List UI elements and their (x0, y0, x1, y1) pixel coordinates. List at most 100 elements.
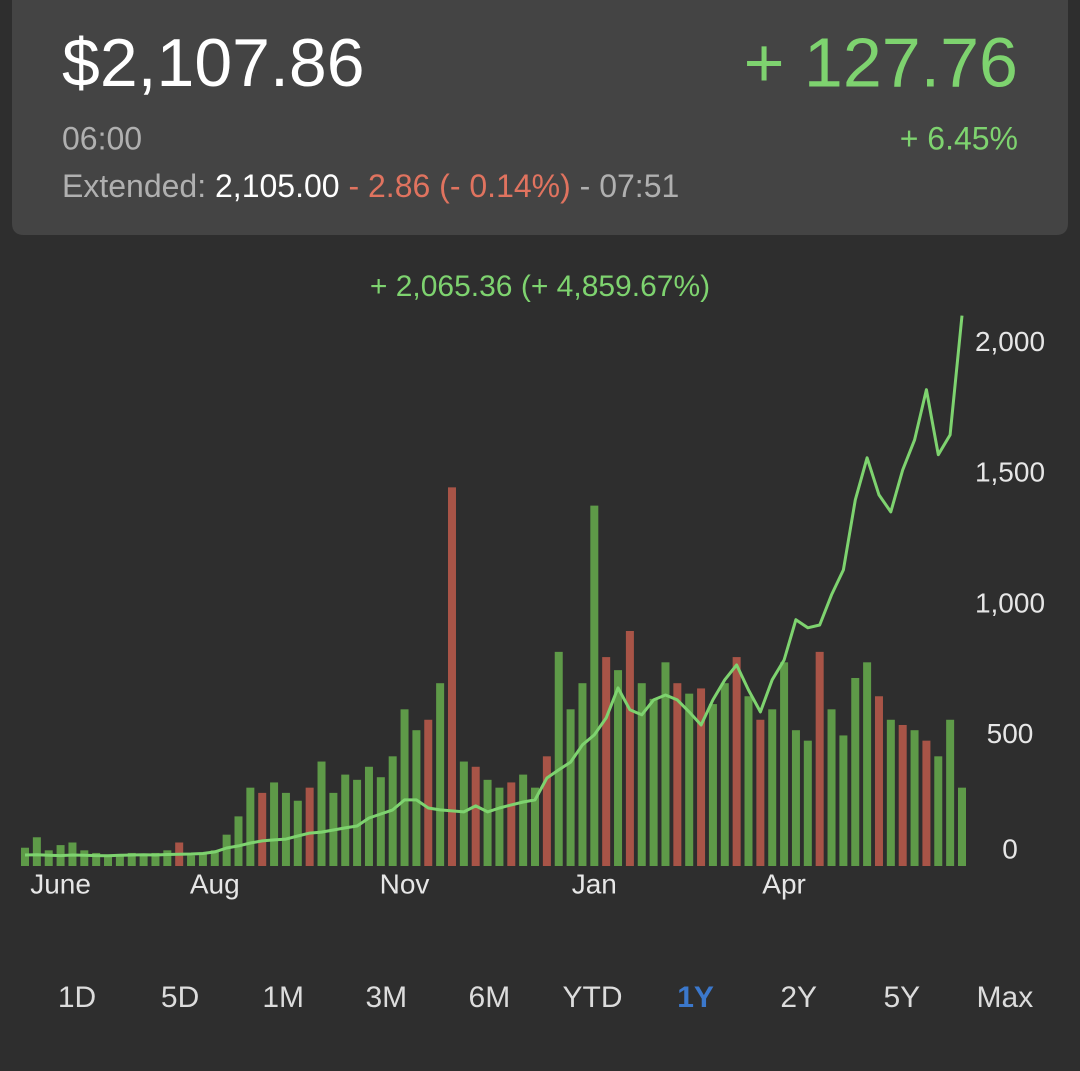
volume-bar (756, 719, 765, 866)
volume-bar (578, 683, 587, 866)
header-card (12, 0, 1068, 235)
volume-bar (791, 730, 800, 866)
volume-bar (270, 782, 279, 866)
volume-bar (305, 787, 314, 866)
range-button[interactable]: 5D (161, 981, 199, 1014)
x-tick-label: Aug (190, 868, 240, 899)
range-button[interactable]: 1D (58, 981, 96, 1014)
volume-bar (839, 735, 848, 866)
volume-bar (958, 787, 966, 866)
volume-bar (874, 696, 883, 866)
volume-bar (614, 670, 623, 866)
volume-bar (886, 719, 895, 866)
volume-bar (471, 766, 480, 866)
volume-bar (744, 696, 753, 866)
volume-bar (44, 850, 53, 866)
range-button[interactable]: Max (977, 981, 1034, 1014)
range-button[interactable]: YTD (563, 981, 623, 1014)
x-tick-label: Nov (380, 868, 430, 899)
volume-bar (234, 816, 243, 866)
volume-bar (803, 740, 812, 866)
volume-bar (768, 709, 777, 866)
volume-bar (910, 730, 919, 866)
volume-bar (317, 761, 326, 866)
range-button[interactable]: 5Y (883, 981, 920, 1014)
volume-bar (222, 834, 231, 866)
change: + 127.76 (744, 23, 1018, 101)
volume-bar (946, 719, 955, 866)
volume-bar (104, 855, 113, 866)
volume-bar (507, 782, 516, 866)
plot: 0 500 1,000 1,500 2,000 June Aug Nov Jan Apr (21, 315, 1045, 899)
range-button[interactable]: 1M (262, 981, 304, 1014)
range-button[interactable]: 2Y (780, 981, 817, 1014)
volume-bar (246, 787, 255, 866)
y-tick-label: 500 (987, 718, 1034, 749)
range-button[interactable]: 3M (365, 981, 407, 1014)
extended-label: Extended: (62, 168, 206, 204)
volume-bar (554, 651, 563, 866)
volume-bar (898, 724, 907, 866)
y-tick-label: 1,500 (975, 457, 1045, 488)
volume-bar (92, 852, 101, 866)
y-tick-label: 2,000 (975, 326, 1045, 357)
volume-bar (187, 855, 196, 866)
x-tick-label: Jan (572, 868, 617, 899)
range-selector: 1D 5D 1M 3M 6M YTD 1Y 2Y 5Y Max (58, 981, 1033, 1014)
volume-bar (649, 698, 658, 866)
volume-bar (685, 693, 694, 866)
volume-bar (341, 774, 350, 866)
volume-bar (602, 657, 611, 866)
volume-bar (495, 787, 504, 866)
volume-bar (815, 651, 824, 866)
volume-bar (21, 847, 29, 866)
volume-bar (293, 800, 302, 866)
volume-bar (198, 852, 207, 866)
volume-bar (851, 677, 860, 866)
volume-bar (625, 630, 634, 866)
volume-bar (115, 854, 124, 866)
volume-bar (210, 850, 219, 866)
volume-bar (697, 688, 706, 866)
extended-price: 2,105.00 (215, 168, 340, 204)
change-percent: + 6.45% (900, 120, 1018, 156)
time: 06:00 (62, 120, 142, 156)
period-change: + 2,065.36 (+ 4,859.67%) (370, 270, 710, 303)
volume-bar (827, 709, 836, 866)
volume-bar (459, 761, 468, 866)
volume-bar (531, 787, 540, 866)
volume-bar (376, 777, 385, 866)
x-tick-label: June (30, 868, 91, 899)
volume-bar (400, 709, 409, 866)
volume-bar (720, 683, 729, 866)
volume-bar (139, 855, 148, 866)
price-line (24, 315, 964, 858)
volume-bar (590, 505, 599, 866)
volume-bar (281, 792, 290, 866)
volume-bar (151, 852, 160, 866)
x-tick-label: Apr (762, 868, 806, 899)
volume-bar (32, 837, 41, 866)
volume-bar (436, 683, 445, 866)
volume-bar (447, 487, 456, 866)
volume-bar (412, 730, 421, 866)
range-button[interactable]: 1Y (677, 981, 714, 1014)
volume-bar (519, 774, 528, 866)
volume-bar (258, 792, 267, 866)
volume-bar (353, 779, 362, 866)
y-tick-label: 0 (1002, 833, 1018, 864)
volume-bar (424, 719, 433, 866)
volume-bar (708, 704, 717, 866)
volume-bar (364, 766, 373, 866)
volume-bar (732, 657, 741, 866)
y-tick-label: 1,000 (975, 587, 1045, 618)
volume-bar (637, 683, 646, 866)
extended-change: - 2.86 (- 0.14%) (348, 168, 570, 204)
range-button[interactable]: 6M (469, 981, 511, 1014)
volume-bar (922, 740, 931, 866)
extended-line: Extended: 2,105.00 - 2.86 (- 0.14%) - 07… (62, 168, 679, 204)
volume-bar (483, 779, 492, 866)
volume-bar (661, 662, 670, 866)
extended-time: - 07:51 (580, 168, 680, 204)
